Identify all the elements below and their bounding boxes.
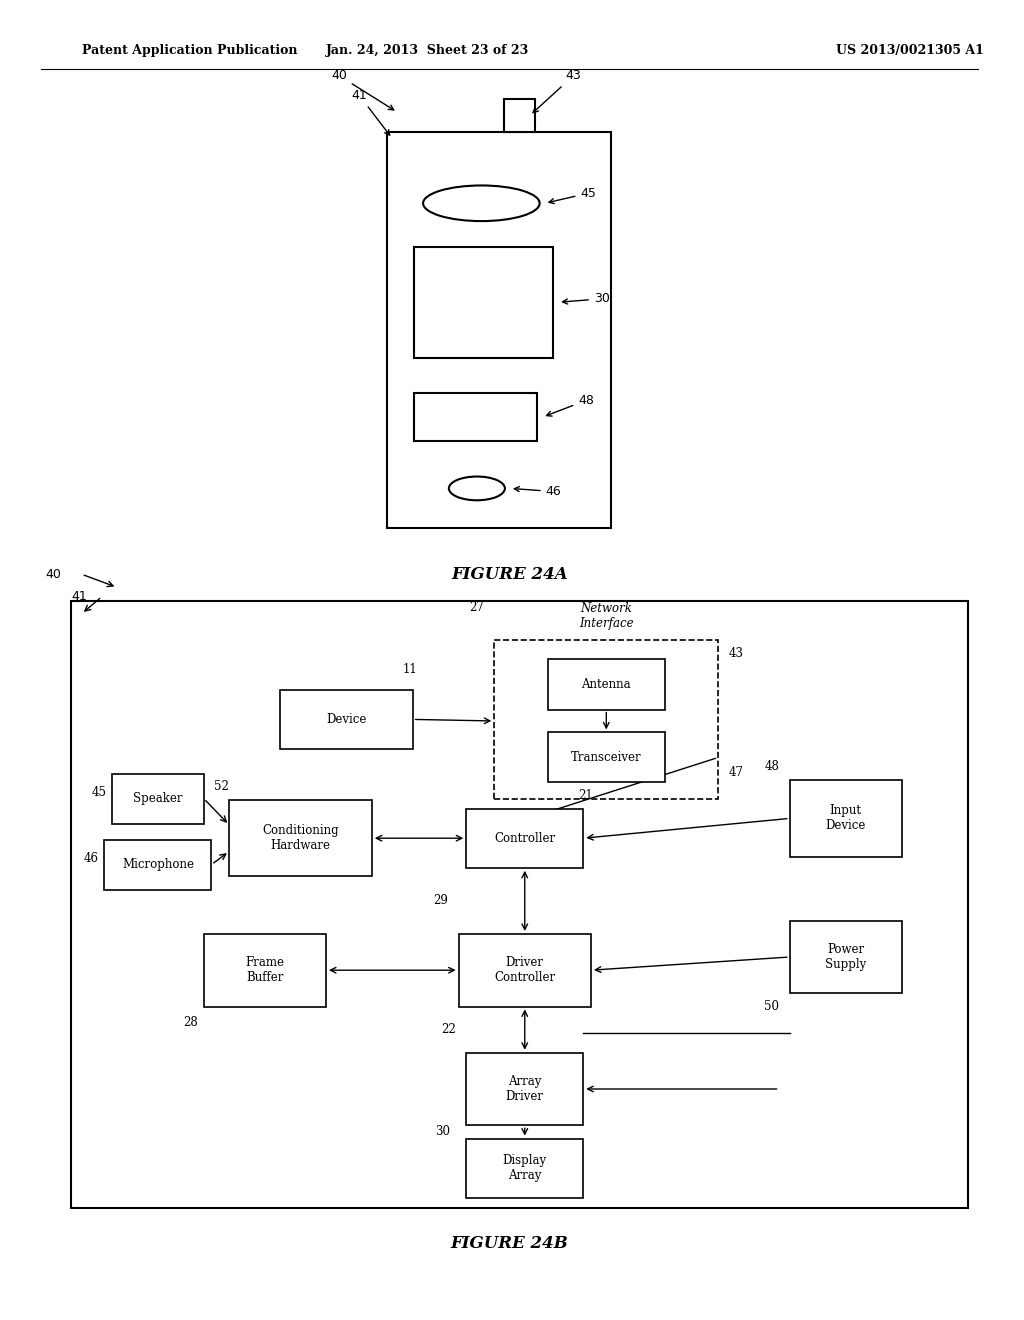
Text: 43: 43 bbox=[728, 647, 743, 660]
Text: Transceiver: Transceiver bbox=[571, 751, 642, 764]
Bar bbox=[548, 733, 665, 783]
Text: 46: 46 bbox=[84, 851, 99, 865]
Bar bbox=[790, 780, 902, 857]
Bar bbox=[112, 774, 204, 824]
Text: 30: 30 bbox=[435, 1126, 451, 1138]
Text: FIGURE 24A: FIGURE 24A bbox=[452, 566, 567, 582]
Text: US 2013/0021305 A1: US 2013/0021305 A1 bbox=[836, 44, 983, 57]
Bar bbox=[229, 800, 372, 876]
Bar bbox=[387, 132, 611, 528]
Bar bbox=[204, 935, 326, 1006]
Text: 50: 50 bbox=[764, 1001, 779, 1012]
Bar bbox=[281, 689, 413, 750]
Bar bbox=[414, 247, 553, 358]
Bar bbox=[466, 1053, 584, 1125]
Text: 29: 29 bbox=[433, 895, 447, 907]
Text: 46: 46 bbox=[514, 484, 561, 498]
Text: FIGURE 24B: FIGURE 24B bbox=[451, 1236, 568, 1251]
Text: 47: 47 bbox=[728, 766, 743, 779]
Bar bbox=[459, 935, 591, 1006]
Text: Device: Device bbox=[327, 713, 367, 726]
Text: 43: 43 bbox=[534, 69, 582, 112]
Text: Conditioning
Hardware: Conditioning Hardware bbox=[262, 824, 339, 853]
Bar bbox=[104, 840, 211, 890]
Ellipse shape bbox=[423, 186, 540, 220]
Text: Input
Device: Input Device bbox=[825, 804, 866, 833]
Bar bbox=[790, 921, 902, 993]
Text: 22: 22 bbox=[440, 1023, 456, 1036]
Text: Speaker: Speaker bbox=[133, 792, 182, 805]
Text: Network
Interface: Network Interface bbox=[579, 602, 634, 631]
Text: Driver
Controller: Driver Controller bbox=[495, 956, 555, 985]
Bar bbox=[505, 99, 535, 132]
Text: Microphone: Microphone bbox=[122, 858, 194, 871]
Text: 45: 45 bbox=[92, 785, 106, 799]
Text: Jan. 24, 2013  Sheet 23 of 23: Jan. 24, 2013 Sheet 23 of 23 bbox=[327, 44, 529, 57]
Text: 41: 41 bbox=[72, 590, 87, 603]
Bar bbox=[466, 808, 584, 869]
Bar bbox=[72, 601, 968, 1208]
Ellipse shape bbox=[449, 477, 505, 500]
Bar bbox=[466, 1138, 584, 1199]
Text: 48: 48 bbox=[547, 393, 594, 416]
Text: 27: 27 bbox=[469, 601, 483, 614]
Text: Power
Supply: Power Supply bbox=[825, 942, 866, 972]
Text: Controller: Controller bbox=[495, 832, 555, 845]
Text: 21: 21 bbox=[579, 789, 593, 801]
Text: 40: 40 bbox=[331, 69, 394, 110]
Text: 48: 48 bbox=[764, 760, 779, 774]
Text: 11: 11 bbox=[402, 664, 417, 676]
Text: 28: 28 bbox=[183, 1016, 199, 1028]
Bar bbox=[414, 393, 538, 441]
Text: Patent Application Publication: Patent Application Publication bbox=[82, 44, 297, 57]
Text: 45: 45 bbox=[549, 186, 596, 203]
Text: Display
Array: Display Array bbox=[503, 1154, 547, 1183]
Bar bbox=[495, 640, 719, 799]
Text: Antenna: Antenna bbox=[582, 678, 631, 692]
Text: 52: 52 bbox=[214, 780, 228, 793]
Text: 41: 41 bbox=[351, 88, 390, 135]
Bar bbox=[548, 660, 665, 710]
Text: 30: 30 bbox=[562, 292, 609, 305]
Text: Frame
Buffer: Frame Buffer bbox=[246, 956, 285, 985]
Text: 40: 40 bbox=[45, 568, 61, 581]
Text: Array
Driver: Array Driver bbox=[506, 1074, 544, 1104]
